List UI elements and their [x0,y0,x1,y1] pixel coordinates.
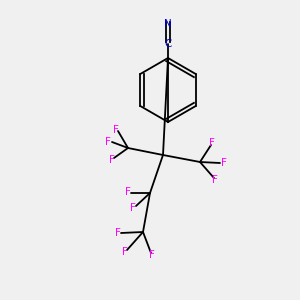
Text: F: F [113,125,119,135]
Text: F: F [122,247,128,257]
Text: F: F [115,228,121,238]
Text: C: C [164,39,172,49]
Text: F: F [109,155,115,165]
Text: F: F [105,137,111,147]
Text: N: N [164,19,172,29]
Text: F: F [209,138,215,148]
Text: F: F [125,187,131,197]
Text: F: F [149,250,155,260]
Text: F: F [221,158,227,168]
Text: F: F [130,203,136,213]
Text: F: F [212,175,218,185]
